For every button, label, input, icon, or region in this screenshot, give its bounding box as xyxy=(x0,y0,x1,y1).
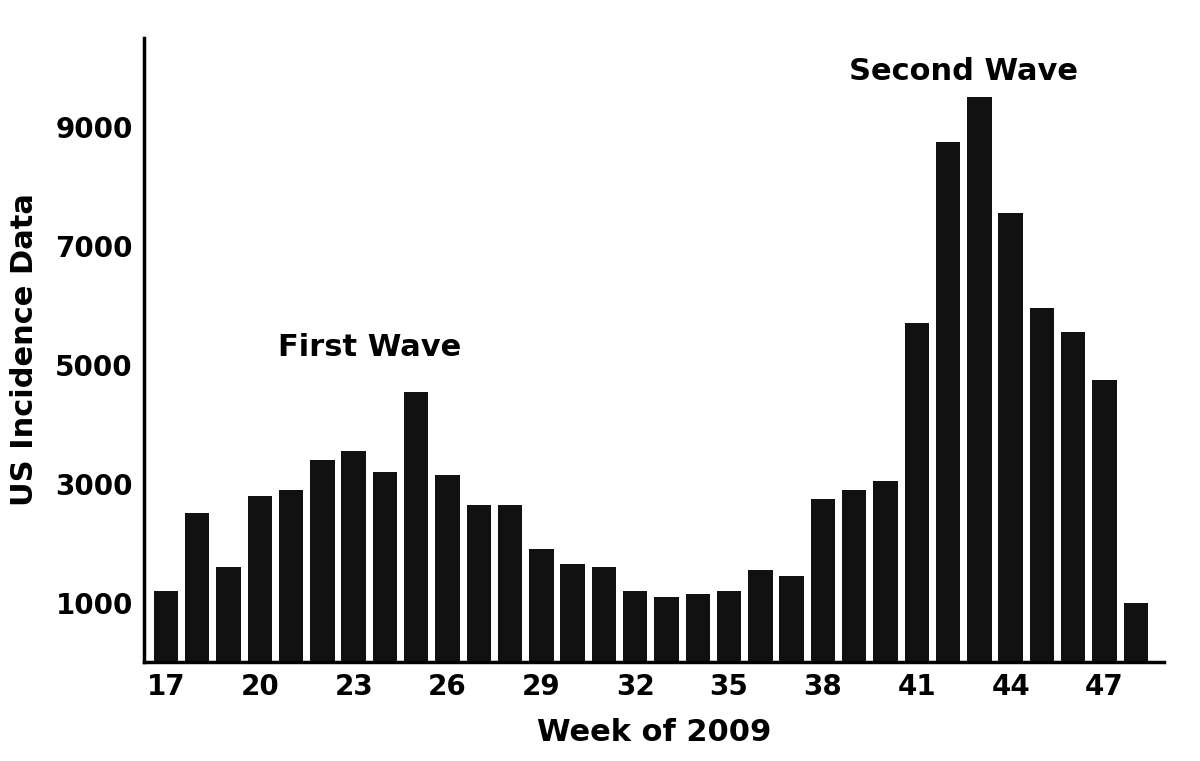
Bar xyxy=(1061,333,1086,662)
Bar xyxy=(342,451,366,662)
Y-axis label: US Incidence Data: US Incidence Data xyxy=(10,193,38,507)
Bar xyxy=(685,594,710,662)
Bar xyxy=(436,475,460,662)
Bar xyxy=(780,576,804,662)
Bar xyxy=(1030,308,1054,662)
Bar xyxy=(529,549,553,662)
Bar xyxy=(623,591,648,662)
Bar xyxy=(185,514,209,662)
Bar xyxy=(154,591,178,662)
Bar xyxy=(1123,603,1148,662)
Bar xyxy=(905,323,929,662)
X-axis label: Week of 2009: Week of 2009 xyxy=(536,718,772,747)
Bar xyxy=(310,460,335,662)
Bar xyxy=(560,564,584,662)
Bar xyxy=(592,567,616,662)
Bar xyxy=(404,392,428,662)
Bar xyxy=(842,490,866,662)
Bar xyxy=(247,495,272,662)
Bar xyxy=(216,567,241,662)
Bar xyxy=(467,505,491,662)
Bar xyxy=(716,591,742,662)
Bar xyxy=(998,213,1022,662)
Bar xyxy=(936,142,960,662)
Bar xyxy=(278,490,304,662)
Bar xyxy=(811,498,835,662)
Text: First Wave: First Wave xyxy=(277,333,461,362)
Bar xyxy=(654,597,679,662)
Bar xyxy=(498,505,522,662)
Bar xyxy=(1092,380,1117,662)
Bar xyxy=(373,472,397,662)
Bar xyxy=(967,97,991,662)
Bar xyxy=(874,481,898,662)
Text: Second Wave: Second Wave xyxy=(850,56,1079,85)
Bar xyxy=(748,570,773,662)
